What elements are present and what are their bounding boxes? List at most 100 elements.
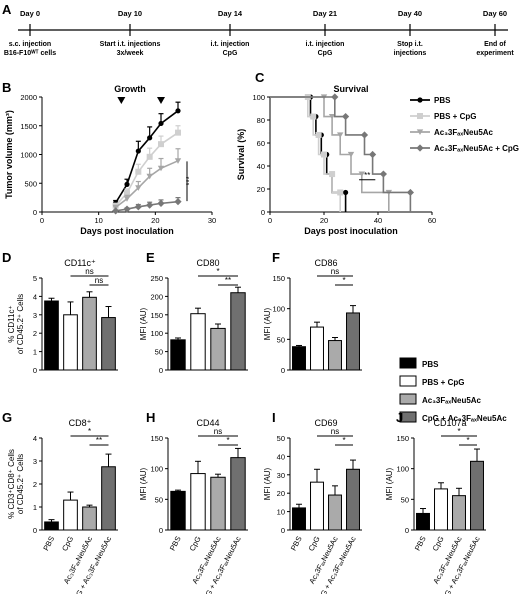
y-tick-label: 150 [150,434,163,443]
y-tick-label: 50 [401,495,409,504]
bar [190,313,206,371]
bar [63,314,78,371]
bar [101,466,116,531]
timeline-desc: injections [394,50,427,57]
panel-label-a: A [2,2,12,17]
bar [63,499,78,531]
panel-title: CD86 [314,258,337,268]
x-tick-label: 0 [268,216,272,225]
survival-line [270,96,412,212]
y-tick-label: 100 [150,329,163,338]
y-tick-label: 100 [272,305,285,314]
bar [292,346,306,371]
timeline-day-label: Day 14 [218,9,243,18]
legend-label: PBS [434,96,451,105]
y-tick-label: 4 [33,434,37,443]
sig-label: ns [214,427,222,436]
bar [210,476,226,531]
data-point [134,203,142,211]
data-point [135,148,141,154]
growth-line [114,110,179,204]
timeline-desc: experiment [476,50,514,57]
bar [82,506,97,531]
x-tick-label: 20 [320,216,328,225]
data-point [146,153,153,160]
bar [292,507,306,531]
x-tick-label: 40 [374,216,382,225]
bar [230,292,246,371]
legend-marker [416,144,424,152]
censor-point [329,171,336,178]
sig-label: *** [185,176,194,185]
y-tick-label: 40 [257,162,265,171]
timeline-day-label: Day 60 [483,9,507,18]
sig-label: * [216,267,219,276]
y-tick-label: 50 [155,348,163,357]
bar [44,521,59,531]
bar [82,296,97,371]
bar [101,317,116,371]
panel-label-g: G [2,410,12,425]
censor-point [331,93,339,101]
censor-point [328,113,336,120]
legend-label: Ac₃3FₐₓNeu5Ac [422,396,482,405]
data-point [112,207,120,215]
y-axis-label: Survival (%) [236,129,246,181]
panel-title: CD80 [196,258,219,268]
bar [230,457,246,531]
bar [328,494,342,531]
timeline-desc: s.c. injection [9,41,51,48]
data-point [174,198,182,206]
panel-label-b: B [2,80,11,95]
y-tick-label: 1 [33,503,37,512]
data-point [123,196,131,202]
panel-title: CD69 [314,418,337,428]
timeline-desc: CpG [318,50,333,57]
data-point [146,201,154,209]
sig-label: ** [225,276,231,285]
y-tick-label: 500 [24,179,37,188]
censor-point [315,131,322,138]
bar [310,326,324,371]
censor-point [343,189,349,196]
legend-label: CpG + Ac₃3FₐₓNeu5Ac [422,414,507,423]
bar [346,468,360,531]
x-tick-label: CpG [188,535,203,553]
y-axis-label: MFI (AU) [263,467,272,500]
y-tick-label: 200 [150,292,163,301]
y-tick-label: 1 [33,348,37,357]
y-axis-label: Tumor volume (mm³) [4,110,14,199]
panel-label-f: F [272,250,280,265]
y-tick-label: 0 [281,526,285,535]
timeline-desc: End of [484,41,506,48]
panel-title: CD44 [196,418,219,428]
y-axis-label: MFI (AU) [263,307,272,340]
panel-title: CD107a [433,418,466,428]
data-point [157,199,165,207]
sig-label: ns [331,427,339,436]
x-tick-label: 10 [94,216,102,225]
data-point [135,168,142,175]
legend-label: PBS + CpG [422,378,464,387]
legend-label: Ac₃3FₐₓNeu5Ac [434,128,494,137]
y-tick-label: 1500 [20,122,37,131]
data-point [123,205,131,213]
x-tick-label: 60 [428,216,436,225]
censor-point [406,188,414,197]
legend-marker [416,129,424,135]
growth-line [115,160,179,209]
bar [190,473,206,531]
y-tick-label: 100 [150,465,163,474]
y-tick-label: 3 [33,457,37,466]
censor-point [360,131,369,139]
timeline-desc: Stop i.t. [397,41,423,48]
sig-label: * [342,276,345,285]
sig-label: * [342,436,345,445]
censor-point [310,113,317,120]
x-tick-label: 0 [40,216,44,225]
sig-label: ** [96,436,102,445]
data-point [157,165,165,172]
legend-swatch [399,393,417,405]
x-tick-label: CpG [60,535,75,553]
